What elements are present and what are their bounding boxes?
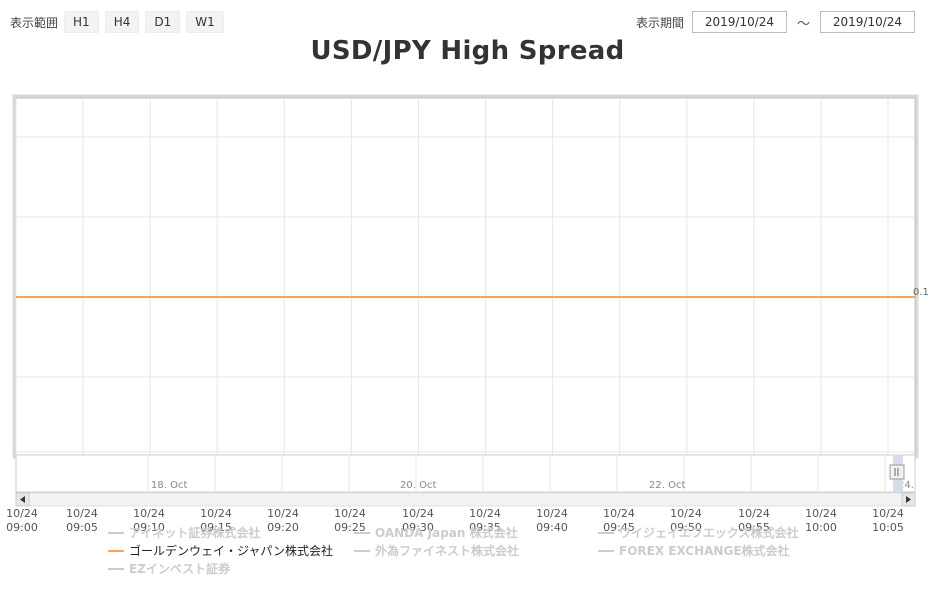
legend-label: ワイジェイエフエックス株式会社 [619, 526, 799, 540]
x-tick-date-label: 10/24 [66, 507, 98, 520]
range-label: 表示範囲 [10, 15, 59, 30]
x-tick-date-label: 10/24 [334, 507, 366, 520]
legend-swatch [598, 549, 614, 552]
legend-item[interactable]: FOREX EXCHANGE株式会社 [598, 542, 790, 559]
legend-swatch [354, 549, 370, 552]
period-label: 表示期間 [635, 15, 684, 30]
x-tick-time-label: 09:50 [670, 521, 702, 534]
legend-label: 外為ファイネスト株式会社 [375, 544, 520, 558]
x-tick-date-label: 10/24 [200, 507, 232, 520]
navigator-date-label: 18. Oct [151, 480, 187, 491]
chart-title: USD/JPY High Spread [310, 36, 625, 66]
legend-label: FOREX EXCHANGE株式会社 [619, 544, 790, 558]
legend-item[interactable]: EZインベスト証券 [108, 560, 230, 577]
x-tick-date-label: 10/24 [402, 507, 434, 520]
navigator-panel [15, 454, 916, 493]
x-tick-date-label: 10/24 [267, 507, 299, 520]
range-button-w1[interactable]: W1 [186, 11, 224, 33]
x-tick-time-label: 09:55 [738, 521, 770, 534]
x-tick-time-label: 09:35 [469, 521, 501, 534]
x-tick-time-label: 09:10 [133, 521, 165, 534]
navigator-date-label: 20. Oct [400, 480, 436, 491]
legend-swatch [108, 567, 124, 570]
start-date-input[interactable]: 2019/10/24 [691, 11, 787, 33]
x-tick-date-label: 10/24 [133, 507, 165, 520]
navigator-date-label: 24. [898, 480, 914, 491]
legend-swatch [354, 531, 370, 534]
x-tick-time-label: 09:30 [402, 521, 434, 534]
x-tick-time-label: 09:00 [6, 521, 38, 534]
legend-item[interactable]: OANDA Japan 株式会社 [354, 524, 518, 541]
scrollbar-track[interactable] [15, 492, 916, 507]
range-button-h1[interactable]: H1 [64, 11, 99, 33]
x-tick-date-label: 10/24 [603, 507, 635, 520]
legend-label: ゴールデンウェイ・ジャパン株式会社 [129, 544, 334, 558]
legend-swatch [108, 549, 124, 552]
x-tick-time-label: 09:05 [66, 521, 98, 534]
x-tick-date-label: 10/24 [536, 507, 568, 520]
legend-label: アイネット証券株式会社 [129, 526, 261, 540]
x-tick-date-label: 10/24 [738, 507, 770, 520]
x-tick-time-label: 09:40 [536, 521, 568, 534]
legend-item[interactable]: アイネット証券株式会社 [108, 524, 260, 541]
period-selector: 表示期間 2019/10/24 ～ 2019/10/24 [636, 11, 915, 33]
legend-item[interactable]: 外為ファイネスト株式会社 [354, 542, 519, 559]
x-tick-time-label: 09:20 [267, 521, 299, 534]
x-tick-time-label: 09:15 [200, 521, 232, 534]
legend-swatch [108, 531, 124, 534]
x-tick-date-label: 10/24 [6, 507, 38, 520]
scroll-left-arrow-icon [20, 496, 25, 503]
legend-item[interactable]: ワイジェイエフエックス株式会社 [598, 524, 799, 541]
end-date-input[interactable]: 2019/10/24 [820, 11, 915, 33]
x-tick-time-label: 09:45 [603, 521, 635, 534]
x-tick-date-label: 10/24 [670, 507, 702, 520]
navigator-date-label: 22. Oct [649, 480, 685, 491]
legend-item[interactable]: ゴールデンウェイ・ジャパン株式会社 [108, 542, 333, 559]
y-tick-label: 0.1 [913, 287, 929, 298]
x-tick-date-label: 10/24 [872, 507, 904, 520]
date-separator: ～ [796, 16, 810, 32]
x-tick-time-label: 09:25 [334, 521, 366, 534]
x-tick-date-label: 10/24 [805, 507, 837, 520]
legend-swatch [598, 531, 614, 534]
x-tick-time-label: 10:05 [872, 521, 904, 534]
navigator-handle[interactable] [889, 464, 905, 480]
range-selector: 表示範囲 H1 H4 D1 W1 [10, 11, 230, 33]
range-button-h4[interactable]: H4 [104, 11, 140, 33]
x-tick-time-label: 10:00 [805, 521, 837, 534]
legend-label: EZインベスト証券 [129, 562, 231, 576]
plot-frame [15, 97, 916, 456]
x-tick-date-label: 10/24 [469, 507, 501, 520]
legend-label: OANDA Japan 株式会社 [375, 526, 518, 540]
scroll-right-arrow-icon [906, 496, 911, 503]
range-button-d1[interactable]: D1 [145, 11, 181, 33]
